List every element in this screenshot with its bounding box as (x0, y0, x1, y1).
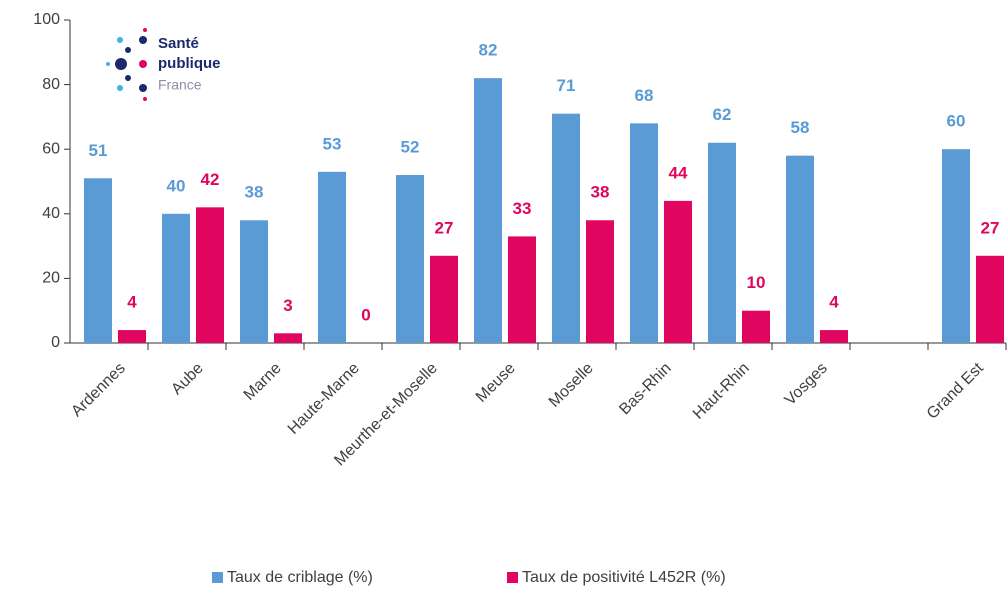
logo-text: publique (158, 55, 221, 72)
x-tick-label: Haut-Rhin (690, 360, 753, 423)
logo-dot (139, 60, 147, 68)
x-tick-label: Moselle (546, 360, 597, 411)
value-label: 82 (479, 41, 498, 60)
y-tick-label: 80 (42, 76, 60, 93)
bar (942, 149, 970, 343)
value-label: 44 (669, 163, 688, 182)
bar (708, 142, 736, 343)
bar (976, 255, 1004, 343)
value-label: 38 (245, 183, 264, 202)
value-label: 27 (435, 218, 454, 237)
bar (118, 330, 146, 343)
x-tick-label: Bas-Rhin (616, 360, 675, 419)
bar (162, 213, 190, 343)
bar (664, 200, 692, 343)
value-label: 58 (791, 118, 810, 137)
value-label: 53 (323, 134, 342, 153)
logo-dot (117, 37, 123, 43)
value-label: 33 (513, 199, 532, 218)
value-label: 27 (981, 218, 1000, 237)
y-tick-label: 40 (42, 205, 60, 222)
value-label: 38 (591, 183, 610, 202)
bar (630, 123, 658, 343)
bar (552, 113, 580, 343)
bar (586, 220, 614, 343)
legend-swatch (212, 572, 223, 583)
x-tick-label: Meuse (473, 360, 519, 406)
bar (474, 78, 502, 343)
x-tick-label: Vosges (782, 360, 831, 409)
x-tick-label: Ardennes (68, 360, 128, 420)
legend-label: Taux de criblage (%) (227, 569, 373, 586)
bar (820, 330, 848, 343)
logo-dot (139, 84, 147, 92)
value-label: 10 (747, 273, 766, 292)
value-label: 4 (829, 293, 839, 312)
value-label: 62 (713, 105, 732, 124)
logo-dot (125, 75, 131, 81)
bar (786, 155, 814, 343)
value-label: 51 (89, 141, 108, 160)
logo-text: France (158, 77, 202, 93)
logo-dot (143, 97, 147, 101)
bar (430, 255, 458, 343)
bar (508, 236, 536, 343)
x-tick-label: Haute-Marne (285, 360, 363, 438)
logo-dot (117, 85, 123, 91)
bar (742, 310, 770, 343)
x-tick-label: Grand Est (924, 359, 987, 422)
logo-dot (139, 36, 147, 44)
logo-dot (125, 47, 131, 53)
value-label: 52 (401, 138, 420, 157)
bar (318, 171, 346, 343)
bar (396, 175, 424, 343)
logo-dot (143, 28, 147, 32)
value-label: 3 (283, 296, 292, 315)
value-label: 60 (947, 112, 966, 131)
logo-dot (115, 58, 127, 70)
bar (274, 333, 302, 343)
value-label: 40 (167, 176, 186, 195)
y-tick-label: 0 (51, 334, 60, 351)
logo-text: Santé (158, 35, 199, 52)
x-tick-label: Marne (241, 360, 285, 404)
x-tick-label: Aube (168, 360, 207, 399)
bar (84, 178, 112, 343)
legend-label: Taux de positivité L452R (%) (522, 569, 726, 586)
bar (240, 220, 268, 343)
value-label: 71 (557, 76, 576, 95)
y-tick-label: 60 (42, 140, 60, 157)
bar (196, 207, 224, 343)
y-tick-label: 20 (42, 270, 60, 287)
logo-dot (106, 62, 110, 66)
value-label: 68 (635, 86, 654, 105)
y-tick-label: 100 (33, 11, 60, 28)
value-label: 4 (127, 293, 137, 312)
logo: Santé publique France (106, 28, 221, 101)
value-label: 42 (201, 170, 220, 189)
value-label: 0 (361, 305, 370, 324)
legend-swatch (507, 572, 518, 583)
